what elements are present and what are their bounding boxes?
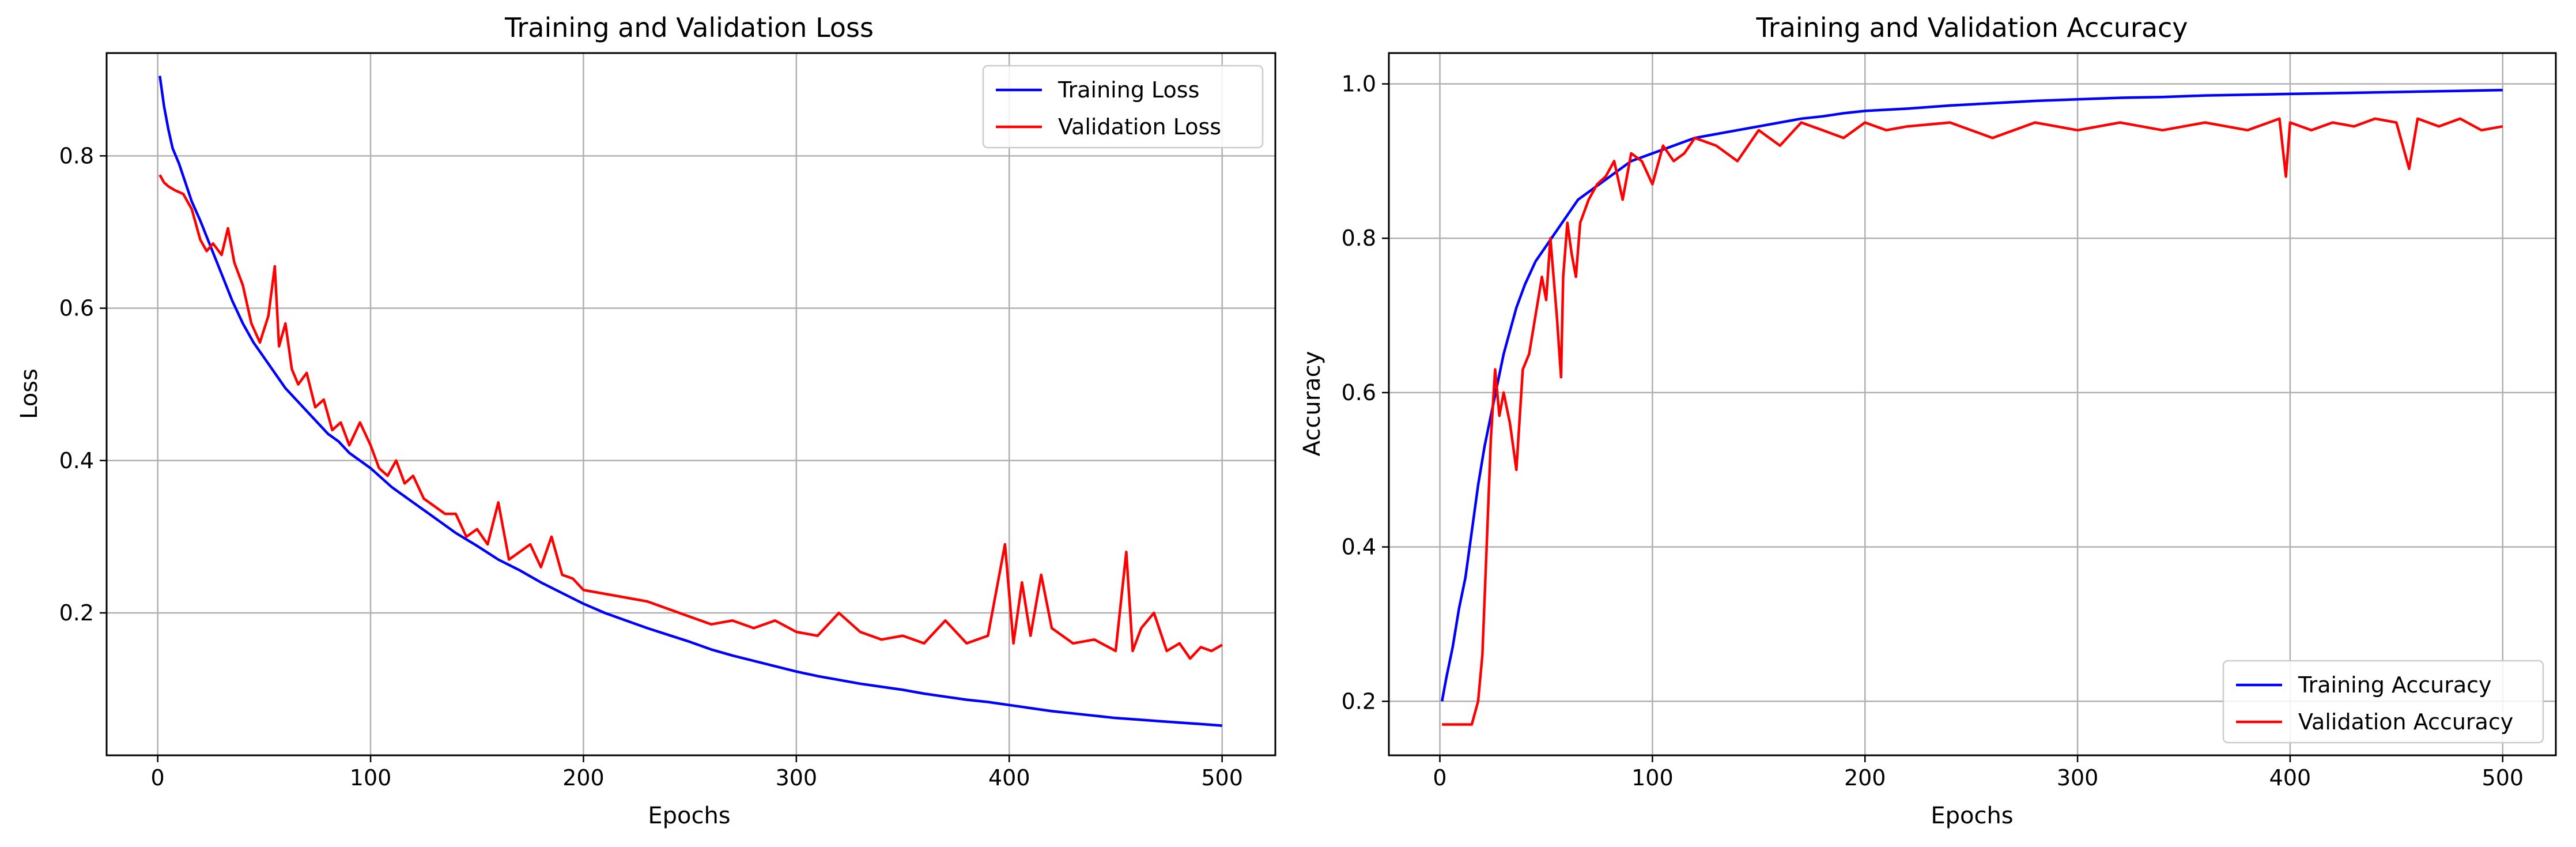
loss-chart-x-tick-label: 0 xyxy=(151,765,165,790)
loss-chart-y-ticks: 0.2 0.4 0.6 0.8 xyxy=(59,143,107,626)
accuracy-chart-legend-label: Validation Accuracy xyxy=(2298,709,2513,735)
loss-chart-title: Training and Validation Loss xyxy=(504,12,874,43)
accuracy-chart-legend-label: Training Accuracy xyxy=(2298,672,2492,698)
loss-chart-legend: Training Loss Validation Loss xyxy=(982,65,1264,149)
accuracy-chart-x-tick-label: 500 xyxy=(2482,765,2524,790)
accuracy-chart-grid xyxy=(1389,53,2556,755)
training-loss-line xyxy=(158,76,1222,727)
accuracy-chart-y-tick-label: 0.6 xyxy=(1342,380,1376,405)
loss-chart-y-tick-label: 0.2 xyxy=(59,600,94,626)
accuracy-chart-x-ticks: 0 100 200 300 400 500 xyxy=(1433,755,2524,790)
accuracy-chart-legend-box xyxy=(2222,660,2544,744)
accuracy-chart-x-tick-label: 400 xyxy=(2269,765,2311,790)
loss-chart-legend-box xyxy=(982,65,1264,149)
accuracy-chart-series xyxy=(1440,88,2503,726)
loss-chart-y-tick-label: 0.8 xyxy=(59,143,94,168)
accuracy-chart-y-tick-label: 1.0 xyxy=(1342,71,1376,97)
accuracy-chart: Training and Validation Accuracy Epochs … xyxy=(1299,12,2557,829)
validation-loss-line xyxy=(158,174,1223,660)
loss-chart-x-tick-label: 100 xyxy=(350,765,392,790)
loss-chart-x-tick-label: 400 xyxy=(988,765,1030,790)
accuracy-chart-x-tick-label: 100 xyxy=(1631,765,1674,790)
accuracy-chart-x-tick-label: 0 xyxy=(1433,765,1446,790)
validation-accuracy-line xyxy=(1442,117,2503,726)
accuracy-chart-y-tick-label: 0.2 xyxy=(1342,688,1376,714)
accuracy-chart-y-ticks: 0.2 0.4 0.6 0.8 1.0 xyxy=(1342,71,1389,714)
loss-chart-y-tick-label: 0.4 xyxy=(59,448,94,473)
loss-chart-x-tick-label: 300 xyxy=(776,765,818,790)
loss-chart-y-axis-label: Loss xyxy=(16,368,43,419)
loss-chart-series xyxy=(158,76,1223,727)
accuracy-chart-x-axis-label: Epochs xyxy=(1931,803,2013,829)
loss-chart-grid xyxy=(107,53,1275,755)
loss-chart-legend-label: Training Loss xyxy=(1057,77,1199,103)
accuracy-chart-plot-frame xyxy=(1388,52,2557,756)
accuracy-chart-x-tick-label: 200 xyxy=(1844,765,1886,790)
loss-chart: Training and Validation Loss Epochs Loss… xyxy=(16,12,1276,829)
accuracy-chart-y-axis-label: Accuracy xyxy=(1299,351,1325,457)
accuracy-chart-y-tick-label: 0.8 xyxy=(1342,225,1376,251)
accuracy-chart-y-tick-label: 0.4 xyxy=(1342,534,1376,560)
loss-chart-x-tick-label: 500 xyxy=(1201,765,1243,790)
accuracy-chart-title: Training and Validation Accuracy xyxy=(1755,12,2188,43)
loss-chart-x-tick-label: 200 xyxy=(562,765,605,790)
accuracy-chart-x-tick-label: 300 xyxy=(2057,765,2099,790)
loss-chart-y-tick-label: 0.6 xyxy=(59,296,94,321)
loss-chart-plot-frame xyxy=(105,52,1276,756)
loss-chart-x-ticks: 0 100 200 300 400 500 xyxy=(151,755,1243,790)
loss-chart-legend-label: Validation Loss xyxy=(1058,114,1221,140)
accuracy-chart-legend: Training Accuracy Validation Accuracy xyxy=(2222,660,2544,744)
loss-chart-x-axis-label: Epochs xyxy=(648,803,730,829)
